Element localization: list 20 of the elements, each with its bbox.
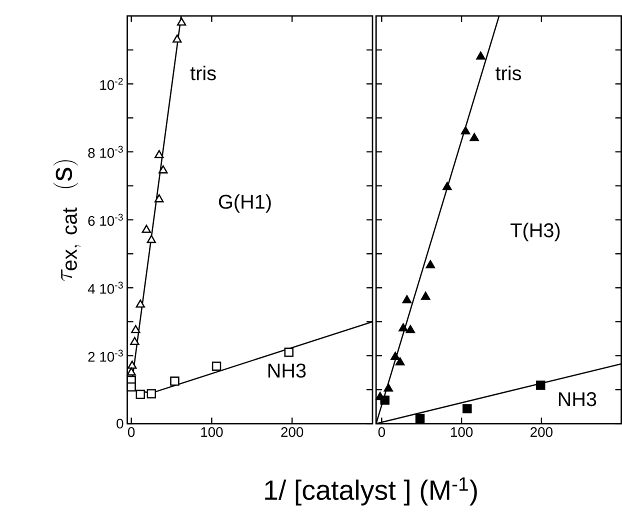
- y-tick-label: 6 10$^{-3}$: [88, 214, 123, 226]
- y-tick-label: 8 10$^{-3}$: [88, 146, 123, 158]
- x-tick-label: 200: [530, 426, 552, 437]
- x-tick-label: 0: [128, 426, 135, 437]
- series-label: tris: [190, 66, 216, 80]
- y-tick-label: 10$^{-2}$: [100, 78, 123, 90]
- x-axis-title: 1/ [catalyst ] (M$^{-1}$): [265, 477, 477, 506]
- x-tick-label: 100: [451, 426, 473, 437]
- y-tick-label: 2 10$^{-3}$: [88, 349, 123, 362]
- x-tick-label: 100: [201, 426, 223, 437]
- legend-label: NH3: [558, 392, 596, 406]
- x-tick-label: 200: [281, 426, 304, 437]
- y-tick-label: 4 10$^{-3}$: [88, 282, 123, 294]
- text: G(H1): [218, 194, 271, 213]
- text: T(H3): [510, 222, 560, 242]
- y-axis-title: $\tau_{\mathrm{ex,\ cat}}\ \ (\mathrm{s})$: [53, 160, 81, 281]
- y-tick-label: 0: [116, 418, 124, 428]
- series-label: tris: [496, 66, 522, 80]
- x-tick-label: 0: [378, 426, 386, 437]
- series-label: NH3: [268, 363, 306, 378]
